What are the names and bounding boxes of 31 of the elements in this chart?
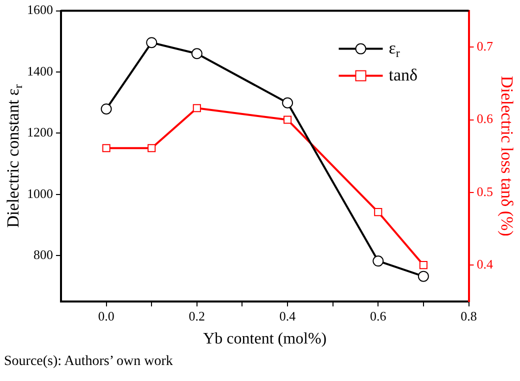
- point: [102, 144, 110, 152]
- y2-tick-label: 0.5: [476, 184, 493, 199]
- point: [419, 261, 428, 270]
- y-tick-label: 1200: [27, 124, 53, 140]
- x-tick-label: 0.0: [98, 308, 114, 324]
- source-note: Source(s): Authors’ own work: [4, 354, 173, 370]
- y2-axis-title: Dielectric loss tanδ (%): [498, 76, 517, 236]
- y2-tick-label: 0.4: [476, 256, 494, 272]
- x-axis-title: Yb content (mol%): [203, 330, 327, 348]
- point: [374, 208, 382, 216]
- y-tick-label: 800: [34, 246, 53, 262]
- point: [372, 256, 384, 267]
- point: [282, 97, 294, 108]
- point: [191, 48, 202, 60]
- y-tick-label: 1400: [27, 63, 53, 78]
- x-tick-label: 0.6: [370, 308, 387, 324]
- point: [192, 104, 201, 112]
- point: [283, 116, 292, 124]
- point: [146, 37, 158, 48]
- x-tick-label: 0.2: [188, 308, 206, 324]
- y2-tick-label: 0.6: [476, 111, 494, 126]
- y-axis-title: Dielectric constant εr: [3, 84, 26, 228]
- point: [418, 270, 429, 282]
- legend-label: tanδ: [388, 65, 418, 84]
- y-tick-label: 1600: [27, 2, 53, 18]
- x-tick-label: 0.8: [460, 308, 477, 324]
- y-tick-label: 1000: [27, 186, 53, 201]
- x-tick-label: 0.4: [279, 308, 296, 324]
- y2-tick-label: 0.7: [476, 38, 494, 54]
- point: [100, 103, 112, 114]
- point: [148, 144, 156, 152]
